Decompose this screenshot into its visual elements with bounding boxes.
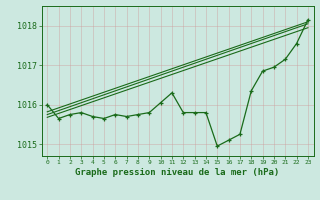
X-axis label: Graphe pression niveau de la mer (hPa): Graphe pression niveau de la mer (hPa) (76, 168, 280, 177)
